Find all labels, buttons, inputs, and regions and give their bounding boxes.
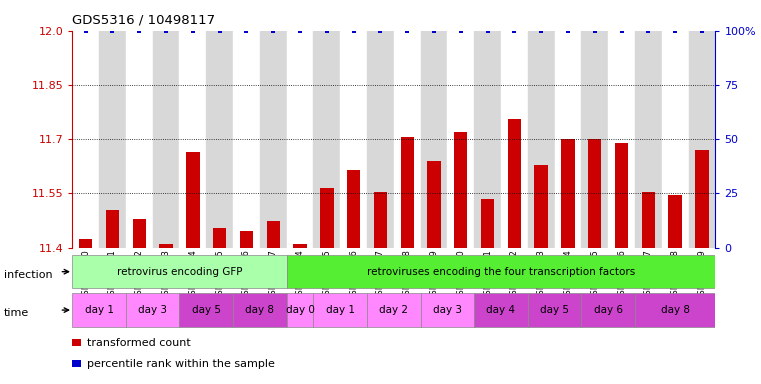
Bar: [347, 170, 360, 248]
Bar: [106, 210, 119, 248]
Bar: [588, 139, 601, 248]
Text: day 5: day 5: [540, 305, 569, 315]
Bar: [367, 293, 421, 327]
Bar: [287, 293, 314, 327]
Bar: [367, 31, 394, 248]
Bar: [240, 232, 253, 248]
Bar: [233, 293, 287, 327]
Bar: [72, 31, 99, 248]
Bar: [696, 150, 708, 248]
Bar: [287, 255, 715, 288]
Text: time: time: [4, 308, 29, 318]
Bar: [635, 31, 662, 248]
Bar: [293, 244, 307, 248]
Text: day 8: day 8: [661, 305, 689, 315]
Bar: [266, 220, 280, 248]
Bar: [689, 31, 715, 248]
Bar: [126, 31, 153, 248]
Bar: [581, 293, 635, 327]
Bar: [213, 228, 226, 248]
Bar: [99, 31, 126, 248]
Bar: [260, 31, 287, 248]
Bar: [421, 293, 474, 327]
Bar: [528, 293, 581, 327]
Bar: [374, 192, 387, 248]
Bar: [428, 161, 441, 248]
Text: day 1: day 1: [326, 305, 355, 315]
Bar: [400, 137, 414, 248]
Text: day 3: day 3: [433, 305, 462, 315]
Text: day 4: day 4: [486, 305, 515, 315]
Bar: [314, 293, 367, 327]
Bar: [555, 31, 581, 248]
Text: retrovirus encoding GFP: retrovirus encoding GFP: [116, 266, 242, 277]
Bar: [474, 293, 528, 327]
Bar: [421, 31, 447, 248]
Bar: [662, 31, 689, 248]
Bar: [474, 31, 501, 248]
Text: day 6: day 6: [594, 305, 622, 315]
Text: day 8: day 8: [245, 305, 275, 315]
Bar: [481, 199, 495, 248]
Text: GDS5316 / 10498117: GDS5316 / 10498117: [72, 13, 215, 26]
Bar: [126, 293, 180, 327]
Bar: [233, 31, 260, 248]
Bar: [153, 31, 180, 248]
Bar: [534, 164, 548, 248]
Bar: [79, 238, 92, 248]
Text: day 1: day 1: [84, 305, 113, 315]
Bar: [528, 31, 555, 248]
Text: infection: infection: [4, 270, 53, 280]
Bar: [642, 192, 655, 248]
Bar: [340, 31, 367, 248]
Bar: [501, 31, 528, 248]
Bar: [668, 195, 682, 248]
Text: transformed count: transformed count: [87, 338, 190, 348]
Text: retroviruses encoding the four transcription factors: retroviruses encoding the four transcrip…: [367, 266, 635, 277]
Bar: [206, 31, 233, 248]
Bar: [454, 132, 467, 248]
Bar: [608, 31, 635, 248]
Bar: [562, 139, 575, 248]
Bar: [180, 293, 233, 327]
Bar: [72, 255, 287, 288]
Bar: [581, 31, 608, 248]
Text: day 5: day 5: [192, 305, 221, 315]
Text: day 3: day 3: [139, 305, 167, 315]
Bar: [635, 293, 715, 327]
Bar: [314, 31, 340, 248]
Text: day 0: day 0: [285, 305, 314, 315]
Bar: [508, 119, 521, 248]
Bar: [72, 293, 126, 327]
Text: day 2: day 2: [379, 305, 409, 315]
Bar: [320, 188, 333, 248]
Bar: [394, 31, 421, 248]
Bar: [132, 219, 146, 248]
Bar: [447, 31, 474, 248]
Bar: [287, 31, 314, 248]
Bar: [615, 143, 629, 248]
Bar: [180, 31, 206, 248]
Bar: [186, 152, 199, 248]
Bar: [159, 244, 173, 248]
Text: percentile rank within the sample: percentile rank within the sample: [87, 359, 275, 369]
